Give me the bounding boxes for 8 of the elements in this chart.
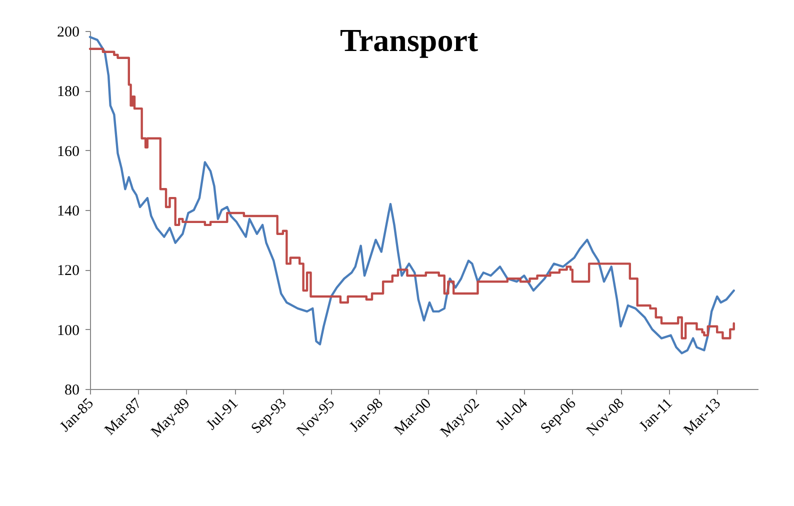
y-tick-label: 100 xyxy=(57,322,80,339)
y-tick-label: 160 xyxy=(57,144,80,160)
y-tick-label: 180 xyxy=(57,84,80,100)
y-tick-label: 120 xyxy=(57,263,80,280)
y-tick-label: 80 xyxy=(64,382,80,398)
chart-title: Transport xyxy=(340,22,478,58)
y-tick-label: 140 xyxy=(57,204,80,220)
y-tick-label: 200 xyxy=(57,24,80,40)
